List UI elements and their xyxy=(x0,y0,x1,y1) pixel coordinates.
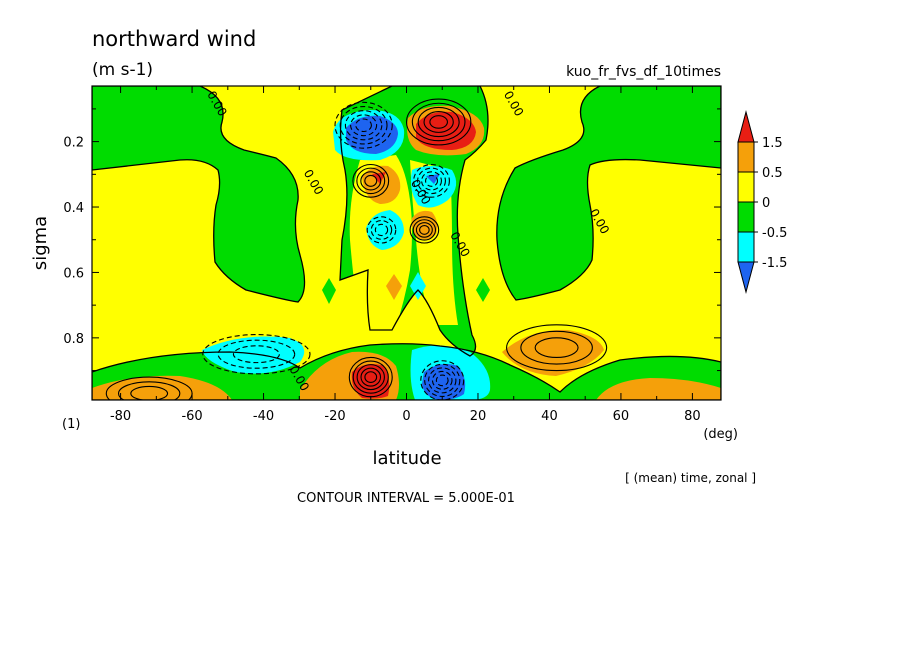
green-diamond-left xyxy=(322,278,336,304)
contour-line-negative xyxy=(334,101,393,149)
contour-line-positive xyxy=(360,367,382,387)
contour-line-positive xyxy=(423,111,454,133)
blue-top-left xyxy=(346,115,398,154)
y-tick-label: 0.2 xyxy=(63,136,84,151)
contour-line-negative xyxy=(431,370,453,390)
colorbar-swatch xyxy=(737,261,755,294)
green-region-left xyxy=(92,86,305,302)
contour-line-positive xyxy=(409,216,440,244)
colorbar-swatch xyxy=(737,231,755,263)
contour-fill xyxy=(92,86,721,400)
contour-line-negative xyxy=(350,114,378,137)
average-note: [ (mean) time, zonal ] xyxy=(625,471,756,485)
contour-line-negative xyxy=(355,118,372,133)
contour-line-negative xyxy=(435,374,449,387)
x-unit: (deg) xyxy=(703,427,738,442)
contour-line-negative xyxy=(344,110,383,141)
x-tick-label: -20 xyxy=(324,409,345,424)
y-tick-label: 0.6 xyxy=(63,266,84,281)
x-tick-label: -60 xyxy=(181,409,202,424)
axes: -80 -60 -40 -20 0 20 40 60 80 0.2 0.4 0.6 0.8 xyxy=(63,86,721,424)
cyan-mid xyxy=(410,166,457,208)
chart-title: northward wind xyxy=(92,27,256,51)
colorbar-label: -0.5 xyxy=(762,226,787,241)
contour-line-positive xyxy=(534,337,579,359)
contour-line-negative xyxy=(417,167,446,195)
run-name: kuo_fr_fvs_df_10times xyxy=(566,64,721,80)
panel-index: (1) xyxy=(62,417,80,432)
contour-line-positive xyxy=(415,222,433,238)
x-tick-label: 40 xyxy=(541,409,558,424)
contour-line-negative xyxy=(370,220,393,240)
contour-line-positive xyxy=(364,371,378,384)
contour-lines xyxy=(92,86,721,400)
contour-line-positive xyxy=(417,106,460,138)
contour-line-positive xyxy=(364,174,378,187)
contour-line-zero xyxy=(496,86,721,301)
contour-line-negative xyxy=(374,223,389,237)
contour-line-zero xyxy=(339,86,489,357)
contour-line-positive xyxy=(130,385,169,400)
colorbar-swatch xyxy=(737,110,755,143)
contour-line-negative xyxy=(413,163,450,198)
contour-line-negative xyxy=(202,334,311,375)
contour-line-positive xyxy=(520,330,593,365)
contour-line-positive xyxy=(352,163,390,198)
contour-line-negative xyxy=(217,339,296,369)
contour-line-negative xyxy=(425,174,439,187)
orange-bottom-far-right xyxy=(596,378,721,400)
green-region-right xyxy=(496,86,721,300)
contour-line-negative xyxy=(421,171,442,191)
contour-line-positive xyxy=(405,98,472,146)
colorbar-label: 0.5 xyxy=(762,166,783,181)
contour-line-negative xyxy=(366,216,397,244)
contour-line-positive xyxy=(118,381,181,400)
contour-line-zero xyxy=(92,86,306,303)
contour-line-negative xyxy=(420,360,465,400)
green-diamond-right xyxy=(476,278,490,302)
colorbar-swatch xyxy=(737,141,755,173)
red-mid xyxy=(372,172,386,184)
units-label: (m s-1) xyxy=(92,60,153,80)
contour-line-positive xyxy=(506,324,608,372)
contour-line-positive xyxy=(429,115,448,129)
colorbar-label: 0 xyxy=(762,196,770,211)
contour-line-positive xyxy=(356,364,385,391)
x-tick-label: 60 xyxy=(613,409,630,424)
contour-line-positive xyxy=(352,360,389,394)
colorbar-label: 1.5 xyxy=(762,136,783,151)
y-axis-label: sigma xyxy=(30,216,51,270)
x-axis-label: latitude xyxy=(372,448,441,469)
orange-small-diamond xyxy=(386,274,402,300)
x-tick-label: -80 xyxy=(110,409,131,424)
contour-line-zero xyxy=(92,343,721,400)
y-tick-label: 0.8 xyxy=(63,332,84,347)
contour-line-positive xyxy=(411,102,466,142)
x-tick-label: -40 xyxy=(253,409,274,424)
x-tick-label: 0 xyxy=(402,409,410,424)
blue-mid xyxy=(426,174,440,184)
contour-line-positive xyxy=(356,167,386,195)
contour-line-positive xyxy=(419,225,430,235)
colorbar-swatch xyxy=(737,201,755,233)
cyan-small-diamond xyxy=(410,272,426,300)
contour-line-positive xyxy=(360,171,382,191)
contour-line-negative xyxy=(232,345,280,364)
orange-bottom-right-high xyxy=(502,329,604,376)
x-tick-label: 20 xyxy=(470,409,487,424)
colorbar-swatch xyxy=(737,171,755,203)
colorbar: 1.5 0.5 0 -0.5 -1.5 xyxy=(737,110,787,294)
cyan-low-left xyxy=(366,210,404,250)
x-tick-label: 80 xyxy=(684,409,701,424)
colorbar-label: -1.5 xyxy=(762,256,787,271)
y-tick-label: 0.4 xyxy=(63,201,84,216)
contour-line-positive xyxy=(412,219,437,241)
contour-line-negative xyxy=(428,367,457,394)
contour-interval: CONTOUR INTERVAL = 5.000E-01 xyxy=(297,491,515,506)
blue-bottom xyxy=(422,364,466,400)
cyan-bottom-left xyxy=(202,336,305,374)
